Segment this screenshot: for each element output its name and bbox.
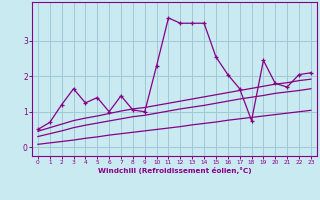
- X-axis label: Windchill (Refroidissement éolien,°C): Windchill (Refroidissement éolien,°C): [98, 167, 251, 174]
